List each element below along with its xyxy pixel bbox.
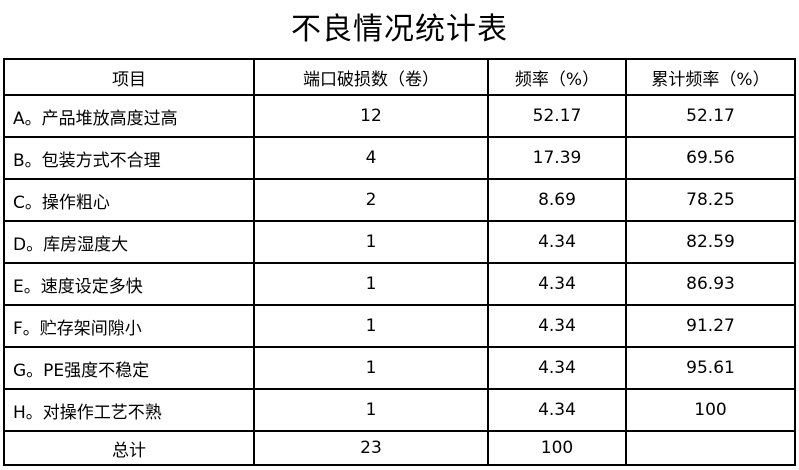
header-item: 项目 xyxy=(3,58,255,96)
table-header-row: 项目 端口破损数（卷） 频率（%） 累计频率（%） xyxy=(3,58,796,96)
row-count: 1 xyxy=(253,346,489,390)
row-frequency: 4.34 xyxy=(487,220,627,264)
statistics-table: 项目 端口破损数（卷） 频率（%） 累计频率（%） A。产品堆放高度过高 12 … xyxy=(3,58,796,466)
total-count: 23 xyxy=(253,430,489,466)
row-frequency: 52.17 xyxy=(487,94,627,138)
header-damage-count: 端口破损数（卷） xyxy=(253,58,489,96)
row-cumulative: 86.93 xyxy=(625,262,796,306)
table-row: E。速度设定多快 1 4.34 86.93 xyxy=(3,262,796,306)
row-count: 12 xyxy=(253,94,489,138)
row-cumulative: 52.17 xyxy=(625,94,796,138)
table-row: F。贮存架间隙小 1 4.34 91.27 xyxy=(3,304,796,348)
row-item: G。PE强度不稳定 xyxy=(3,346,255,390)
row-cumulative: 69.56 xyxy=(625,136,796,180)
row-frequency: 4.34 xyxy=(487,388,627,432)
row-item: D。库房湿度大 xyxy=(3,220,255,264)
header-frequency: 频率（%） xyxy=(487,58,627,96)
row-frequency: 17.39 xyxy=(487,136,627,180)
total-cumulative xyxy=(625,430,796,466)
row-count: 1 xyxy=(253,388,489,432)
total-frequency: 100 xyxy=(487,430,627,466)
row-cumulative: 95.61 xyxy=(625,346,796,390)
row-item: F。贮存架间隙小 xyxy=(3,304,255,348)
row-frequency: 4.34 xyxy=(487,262,627,306)
row-cumulative: 91.27 xyxy=(625,304,796,348)
total-row: 总计 23 100 xyxy=(3,430,796,466)
total-label: 总计 xyxy=(3,430,255,466)
row-item: B。包装方式不合理 xyxy=(3,136,255,180)
row-cumulative: 82.59 xyxy=(625,220,796,264)
row-count: 4 xyxy=(253,136,489,180)
row-cumulative: 78.25 xyxy=(625,178,796,222)
row-count: 2 xyxy=(253,178,489,222)
table-row: B。包装方式不合理 4 17.39 69.56 xyxy=(3,136,796,180)
table-row: G。PE强度不稳定 1 4.34 95.61 xyxy=(3,346,796,390)
row-item: H。对操作工艺不熟 xyxy=(3,388,255,432)
table-row: A。产品堆放高度过高 12 52.17 52.17 xyxy=(3,94,796,138)
row-count: 1 xyxy=(253,304,489,348)
header-cumulative-frequency: 累计频率（%） xyxy=(625,58,796,96)
row-item: A。产品堆放高度过高 xyxy=(3,94,255,138)
row-frequency: 4.34 xyxy=(487,346,627,390)
row-item: C。操作粗心 xyxy=(3,178,255,222)
row-frequency: 4.34 xyxy=(487,304,627,348)
page-title: 不良情况统计表 xyxy=(291,12,508,47)
table-row: D。库房湿度大 1 4.34 82.59 xyxy=(3,220,796,264)
row-count: 1 xyxy=(253,220,489,264)
row-count: 1 xyxy=(253,262,489,306)
row-frequency: 8.69 xyxy=(487,178,627,222)
table-row: C。操作粗心 2 8.69 78.25 xyxy=(3,178,796,222)
table-row: H。对操作工艺不熟 1 4.34 100 xyxy=(3,388,796,432)
row-cumulative: 100 xyxy=(625,388,796,432)
row-item: E。速度设定多快 xyxy=(3,262,255,306)
